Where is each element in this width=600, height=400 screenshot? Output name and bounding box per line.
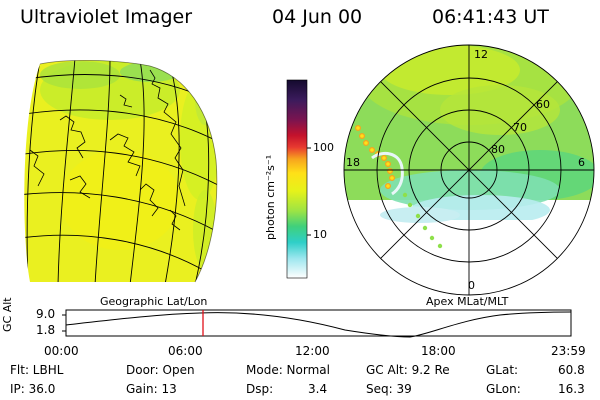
- info-dsp-label: Dsp:: [246, 382, 274, 396]
- info-ip: IP: 36.0: [10, 382, 56, 396]
- info-mode: Mode: Normal: [246, 363, 330, 377]
- info-gain: Gain: 13: [126, 382, 177, 396]
- info-gcalt: GC Alt: 9.2 Re: [366, 363, 450, 377]
- altitude-axis-label: GC Alt: [1, 297, 14, 332]
- info-glon-value: 16.3: [558, 382, 585, 396]
- mlt-label-18: 18: [346, 156, 360, 169]
- mlat-label-70: 70: [513, 121, 527, 134]
- info-flt: Flt: LBHL: [10, 363, 64, 377]
- mlt-label-12: 12: [474, 48, 488, 61]
- alt-ytick-9: 9.0: [36, 307, 56, 321]
- alt-xtick-2359: 23:59: [551, 344, 586, 358]
- alt-xtick-1200: 12:00: [295, 344, 330, 358]
- alt-xtick-0600: 06:00: [168, 344, 203, 358]
- polar-panel-label: Apex MLat/MLT: [426, 295, 509, 308]
- mlat-label-80: 80: [491, 143, 505, 156]
- info-glon-label: GLon:: [486, 382, 521, 396]
- mlt-label-6: 6: [578, 156, 585, 169]
- info-dsp-value: 3.4: [308, 382, 328, 396]
- colorbar-tick-100: 100: [313, 141, 334, 154]
- time-label: 06:41:43 UT: [432, 6, 549, 28]
- alt-xtick-1800: 18:00: [421, 344, 456, 358]
- mlat-label-60: 60: [536, 98, 550, 111]
- geo-panel-label: Geographic Lat/Lon: [100, 295, 208, 308]
- info-glat-label: GLat:: [486, 363, 519, 377]
- info-glat-value: 60.8: [558, 363, 585, 377]
- date-label: 04 Jun 00: [272, 6, 363, 28]
- info-seq: Seq: 39: [366, 382, 412, 396]
- info-door: Door: Open: [126, 363, 195, 377]
- alt-xtick-0000: 00:00: [44, 344, 79, 358]
- altitude-curve: [65, 311, 572, 338]
- app-title: Ultraviolet Imager: [20, 6, 193, 28]
- mlt-label-0: 0: [468, 279, 475, 292]
- colorbar-tick-10: 10: [313, 228, 327, 241]
- alt-ytick-1-8: 1.8: [36, 323, 56, 337]
